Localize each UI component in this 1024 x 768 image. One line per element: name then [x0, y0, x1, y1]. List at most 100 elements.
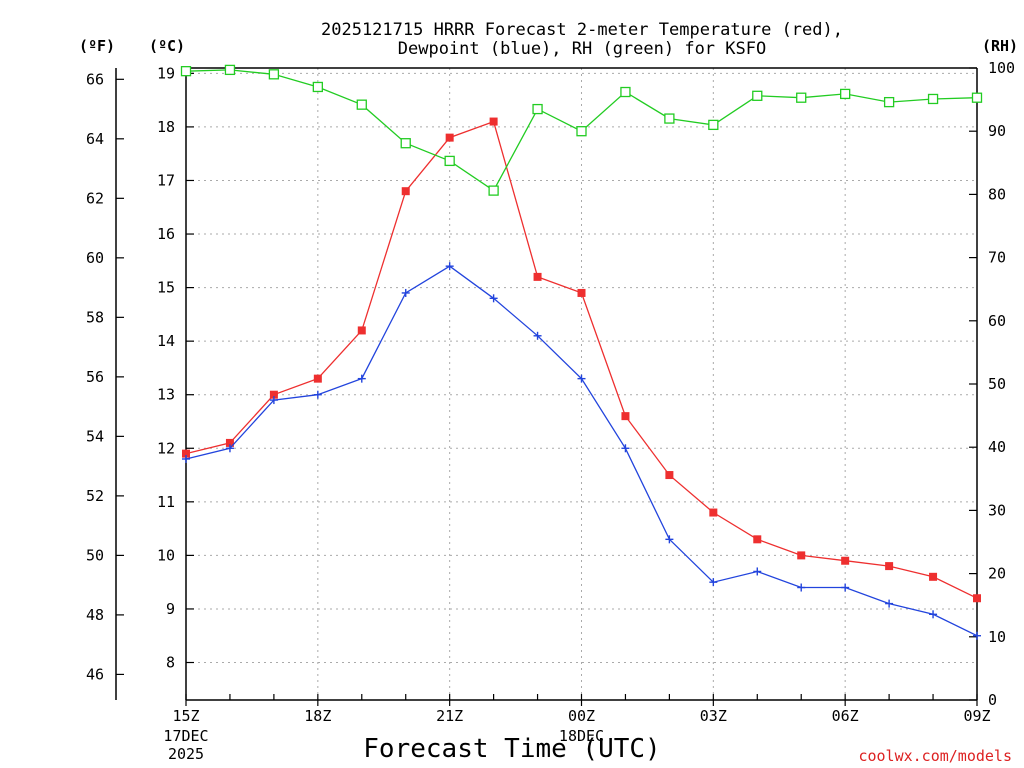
dewpoint-point — [709, 578, 718, 587]
temperature-point — [401, 187, 410, 196]
rh-point — [708, 119, 719, 131]
temperature-point — [269, 390, 278, 399]
rh-point — [444, 155, 455, 167]
rh-point — [268, 69, 280, 80]
rh-point — [312, 81, 323, 93]
rh-point — [488, 185, 499, 196]
x-tick-label: 15Z — [172, 707, 199, 725]
celsius-tick-label: 15 — [157, 279, 175, 297]
fahrenheit-tick-label: 60 — [86, 249, 104, 267]
x-tick-sublabel: 18DEC — [559, 727, 604, 745]
dewpoint-point — [533, 331, 542, 340]
x-tick-label: 06Z — [832, 707, 859, 725]
dewpoint-point — [313, 390, 322, 399]
dewpoint-point — [401, 288, 410, 297]
temperature-point — [577, 288, 586, 297]
temperature-point — [533, 272, 542, 281]
dewpoint-point — [973, 631, 981, 640]
dewpoint-point — [445, 262, 454, 271]
axes — [115, 67, 978, 706]
dewpoint-point — [885, 599, 894, 608]
dewpoint-point — [577, 374, 586, 383]
x-tick-label: 18Z — [304, 707, 331, 725]
chart-title-line-2: Dewpoint (blue), RH (green) for KSFO — [398, 39, 766, 59]
rh-tick-label: 30 — [988, 501, 1006, 519]
rh-point — [532, 103, 543, 115]
temperature-series — [182, 117, 981, 603]
dewpoint-series — [182, 262, 981, 640]
rh-tick-label: 80 — [988, 185, 1006, 203]
dewpoint-point — [929, 610, 938, 619]
rh-point — [971, 92, 983, 103]
temperature-line — [185, 120, 978, 599]
fahrenheit-tick-label: 50 — [86, 546, 104, 564]
dewpoint-point — [182, 454, 190, 463]
x-axis-title: Forecast Time (UTC) — [363, 734, 660, 764]
rh-tick-label: 40 — [988, 438, 1006, 456]
dewpoint-point — [841, 583, 850, 592]
fahrenheit-tick-label: 58 — [86, 308, 104, 326]
dewpoint-point — [357, 374, 366, 383]
x-tick-label: 09Z — [963, 707, 990, 725]
fahrenheit-tick-label: 54 — [86, 427, 104, 445]
rh-point — [576, 126, 587, 137]
x-tick-sublabel: 2025 — [168, 745, 204, 763]
dewpoint-point — [489, 294, 498, 303]
x-tick-label: 21Z — [436, 707, 463, 725]
celsius-tick-label: 19 — [157, 64, 175, 82]
celsius-tick-label: 12 — [157, 439, 175, 457]
dewpoint-point — [753, 567, 762, 576]
x-tick-label: 00Z — [568, 707, 595, 725]
celsius-tick-label: 13 — [157, 386, 175, 404]
fahrenheit-tick-label: 46 — [86, 665, 104, 683]
temperature-point — [357, 326, 366, 335]
rh-axis-unit: (RH) — [982, 37, 1018, 55]
rh-tick-label: 50 — [988, 375, 1006, 393]
celsius-tick-label: 8 — [166, 654, 175, 672]
celsius-tick-label: 17 — [157, 171, 175, 189]
rh-tick-label: 20 — [988, 565, 1006, 583]
chart-title-line-1: 2025121715 HRRR Forecast 2-meter Tempera… — [321, 20, 843, 40]
rh-point — [883, 96, 895, 108]
dewpoint-point — [269, 396, 278, 405]
temperature-point — [445, 133, 454, 142]
data-series — [180, 64, 983, 640]
temperature-point — [929, 572, 938, 581]
rh-point — [796, 92, 807, 103]
fahrenheit-tick-label: 48 — [86, 606, 104, 624]
temperature-point — [313, 374, 322, 383]
rh-tick-label: 70 — [988, 249, 1006, 267]
dewpoint-point — [797, 583, 806, 592]
x-tick-sublabel: 17DEC — [163, 727, 208, 745]
temperature-point — [797, 551, 806, 560]
rh-tick-label: 100 — [988, 59, 1015, 77]
rh-point — [927, 93, 939, 105]
temperature-point — [973, 594, 981, 603]
temperature-point — [489, 117, 498, 126]
temperature-point — [621, 412, 630, 421]
fahrenheit-axis-unit: (ºF) — [79, 37, 115, 55]
rh-point — [356, 99, 367, 110]
x-tick-label: 03Z — [700, 707, 727, 725]
temperature-point — [709, 508, 718, 517]
celsius-tick-label: 16 — [157, 225, 175, 243]
dewpoint-point — [621, 444, 630, 453]
rh-tick-label: 0 — [988, 691, 997, 709]
credit-text: coolwx.com/models — [858, 747, 1012, 765]
fahrenheit-tick-label: 52 — [86, 487, 104, 505]
rh-tick-label: 10 — [988, 628, 1006, 646]
dewpoint-point — [225, 444, 234, 453]
celsius-tick-label: 18 — [157, 118, 175, 136]
celsius-axis-unit: (ºC) — [149, 37, 185, 55]
temperature-point — [753, 535, 762, 544]
rh-point — [664, 113, 675, 124]
rh-tick-label: 60 — [988, 312, 1006, 330]
celsius-tick-label: 11 — [157, 493, 175, 511]
fahrenheit-tick-label: 64 — [86, 130, 104, 148]
celsius-tick-label: 10 — [157, 546, 175, 564]
rh-point — [752, 90, 763, 101]
dewpoint-point — [665, 535, 674, 544]
rh-point — [620, 86, 631, 98]
temperature-point — [182, 449, 190, 458]
